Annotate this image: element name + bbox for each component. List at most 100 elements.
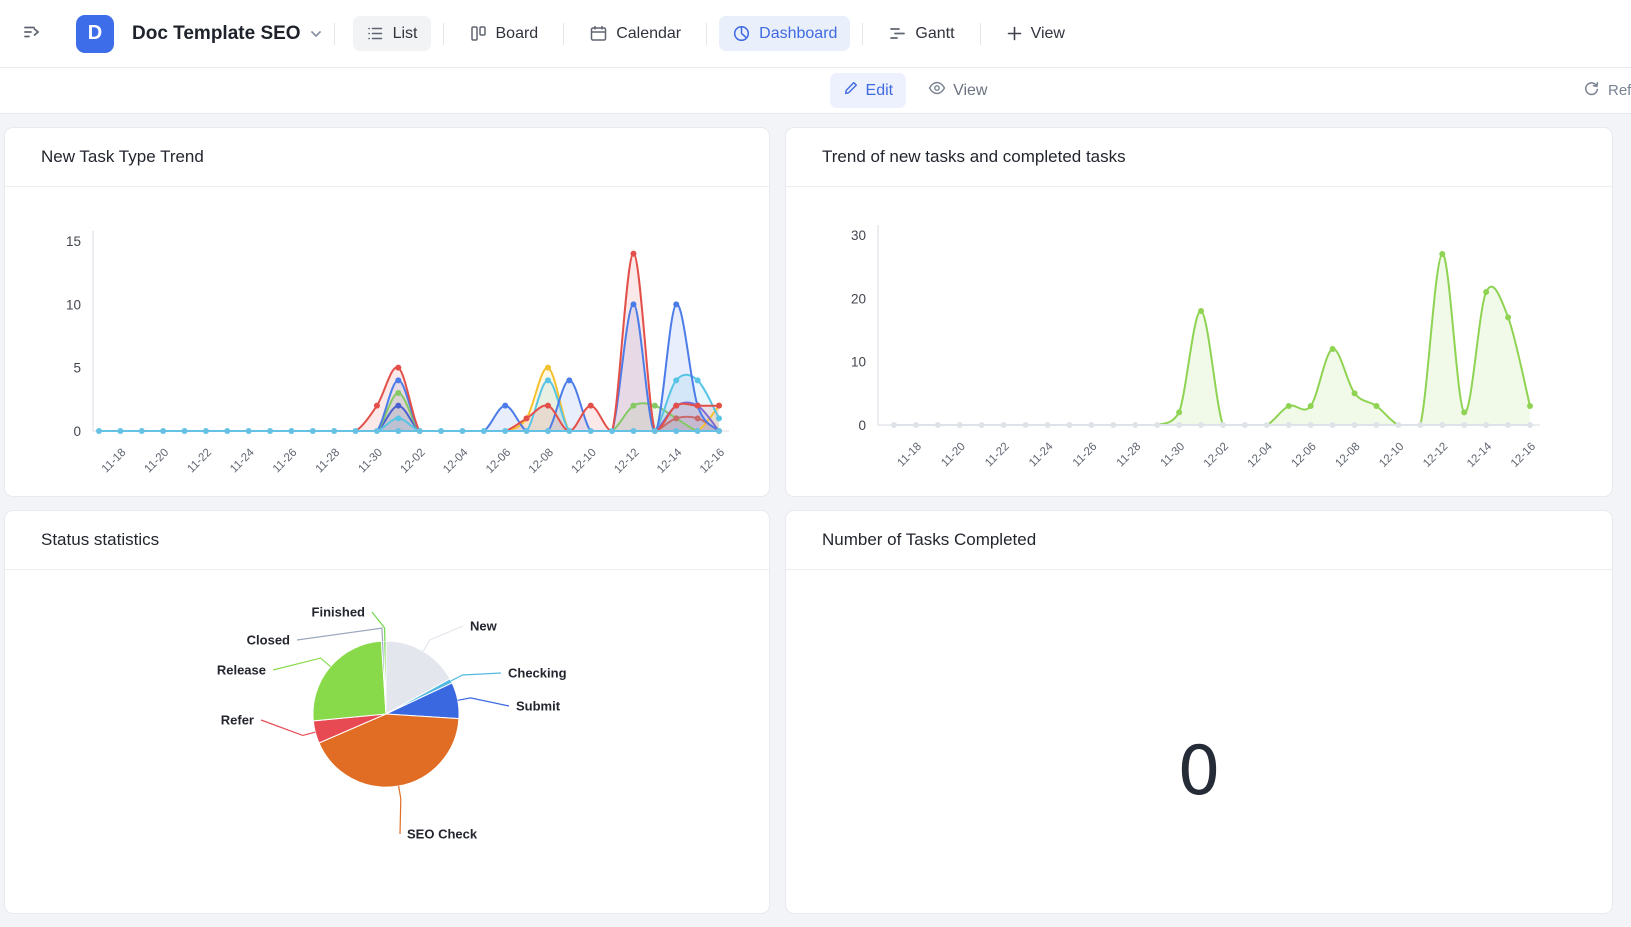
- data-point: [587, 428, 594, 434]
- project-title-dropdown[interactable]: Doc Template SEO: [132, 23, 322, 45]
- data-point: [630, 250, 637, 257]
- x-axis-tick-label: 12-06: [484, 447, 513, 476]
- tab-label: Dashboard: [759, 24, 838, 42]
- refresh-button[interactable]: Ref: [1583, 80, 1631, 101]
- x-axis-tick-label: 12-04: [1246, 440, 1276, 470]
- data-point: [1329, 422, 1336, 428]
- x-axis-tick-label: 12-14: [655, 446, 685, 476]
- x-axis-tick-label: 12-02: [1202, 441, 1231, 470]
- x-axis-tick-label: 11-30: [356, 447, 385, 476]
- data-point: [395, 415, 402, 422]
- tab-label: View: [1030, 24, 1065, 42]
- pie-slice-label: Submit: [516, 699, 561, 714]
- data-point: [1461, 422, 1468, 428]
- x-axis-tick-label: 12-08: [527, 447, 556, 476]
- tab-gantt[interactable]: Gantt: [875, 16, 967, 51]
- pie-slices: [312, 640, 460, 788]
- pie-slice-label: New: [470, 619, 498, 634]
- sidebar-toggle-button[interactable]: [16, 16, 48, 51]
- data-point: [1022, 422, 1029, 428]
- tab-list[interactable]: List: [352, 16, 431, 51]
- view-button[interactable]: View: [924, 74, 991, 107]
- y-axis-tick-label: 5: [73, 361, 81, 376]
- data-point: [1088, 422, 1095, 428]
- data-point: [1439, 422, 1446, 428]
- data-point: [1285, 422, 1292, 428]
- edit-button[interactable]: Edit: [829, 73, 907, 108]
- pie-label-line: [398, 785, 402, 835]
- data-point: [1461, 409, 1468, 416]
- x-axis-tick-label: 11-20: [143, 447, 172, 476]
- data-point: [673, 428, 680, 434]
- data-point: [956, 422, 963, 428]
- refresh-icon: [1583, 80, 1600, 101]
- pie-labels: New Checking Submit SEO Check Refer Release Cl…: [217, 605, 567, 842]
- pie-label-line: [450, 672, 502, 682]
- edit-button-label: Edit: [865, 81, 894, 99]
- x-axis-tick-label: 11-24: [228, 446, 257, 475]
- pie-slice-label: Closed: [247, 633, 290, 648]
- page-title: Doc Template SEO: [132, 22, 301, 44]
- tab-calendar[interactable]: Calendar: [576, 16, 694, 51]
- card-title: Trend of new tasks and completed tasks: [822, 147, 1126, 166]
- pie-slice-new: [385, 640, 451, 715]
- card-new-vs-completed-trend: Trend of new tasks and completed tasks 0…: [785, 127, 1613, 497]
- list-icon: [366, 24, 385, 43]
- y-axis-tick-label: 15: [66, 234, 81, 249]
- y-axis-tick-label: 30: [851, 228, 866, 243]
- data-point: [1505, 422, 1512, 428]
- divider: [862, 22, 864, 45]
- divider: [563, 22, 565, 45]
- data-point: [395, 390, 402, 396]
- data-point: [544, 364, 551, 371]
- data-point: [630, 301, 637, 308]
- plus-icon: [1006, 25, 1023, 42]
- data-point: [502, 402, 509, 409]
- gantt-icon: [888, 24, 907, 43]
- data-point: [502, 428, 509, 434]
- dashboard-icon: [732, 24, 751, 43]
- data-point: [459, 428, 466, 434]
- pie-label-line: [272, 657, 331, 671]
- x-axis-tick-label: 11-18: [895, 441, 924, 470]
- data-point: [523, 428, 530, 434]
- pencil-icon: [843, 80, 859, 101]
- tab-view[interactable]: View: [993, 17, 1078, 51]
- pie-label-line: [422, 625, 464, 652]
- data-point: [523, 415, 530, 422]
- dashboard-toolbar: Edit View Ref: [0, 68, 1631, 114]
- data-point: [694, 428, 701, 434]
- project-logo[interactable]: D: [76, 14, 114, 53]
- data-point: [1395, 422, 1402, 428]
- divider: [333, 22, 335, 45]
- data-point: [1110, 422, 1117, 428]
- tab-dashboard[interactable]: Dashboard: [719, 16, 851, 51]
- data-point: [978, 422, 985, 428]
- pie-slice-label: Refer: [221, 713, 254, 728]
- pie-slice-label: Checking: [508, 666, 567, 681]
- x-axis-tick-label: 11-26: [1071, 441, 1100, 470]
- data-point: [181, 428, 188, 434]
- x-axis-tick-label: 12-06: [1290, 441, 1319, 470]
- tab-label: Calendar: [616, 24, 682, 42]
- data-point: [352, 428, 359, 434]
- data-point: [1329, 346, 1336, 352]
- data-point: [1417, 422, 1424, 428]
- data-point: [1198, 422, 1205, 428]
- data-point: [694, 377, 701, 384]
- data-point: [1176, 409, 1183, 416]
- data-point: [673, 377, 680, 384]
- data-point: [160, 428, 167, 434]
- data-point: [117, 428, 124, 434]
- divider: [979, 22, 981, 45]
- data-point: [331, 428, 338, 434]
- data-point: [267, 428, 274, 434]
- data-point: [438, 428, 445, 434]
- tab-label: Board: [495, 24, 539, 42]
- x-axis-tick-label: 11-24: [1027, 440, 1056, 469]
- tab-board[interactable]: Board: [456, 16, 552, 51]
- data-point: [1044, 422, 1051, 428]
- y-axis-tick-label: 0: [73, 424, 81, 439]
- data-point: [673, 402, 680, 409]
- data-point: [891, 422, 897, 428]
